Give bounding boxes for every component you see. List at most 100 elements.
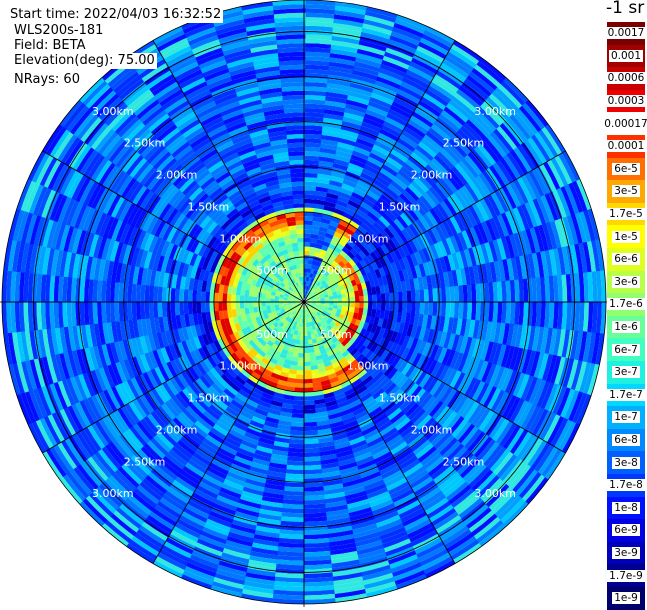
data-cell bbox=[237, 256, 246, 266]
data-cell bbox=[357, 205, 371, 216]
data-cell bbox=[230, 69, 257, 81]
data-cell bbox=[308, 307, 313, 312]
data-cell bbox=[255, 187, 269, 196]
data-cell bbox=[160, 346, 171, 364]
data-cell bbox=[217, 416, 233, 429]
data-cell bbox=[417, 314, 424, 328]
data-cell bbox=[214, 397, 229, 410]
data-cell bbox=[315, 305, 320, 309]
data-cell bbox=[331, 361, 341, 369]
data-cell bbox=[324, 299, 330, 303]
data-cell bbox=[373, 222, 385, 234]
data-cell bbox=[373, 249, 383, 260]
data-cell bbox=[304, 305, 306, 310]
data-cell bbox=[66, 104, 91, 132]
data-cell bbox=[488, 342, 498, 365]
data-cell bbox=[514, 324, 523, 349]
data-cell bbox=[362, 274, 370, 283]
data-cell bbox=[132, 487, 157, 508]
data-cell bbox=[410, 408, 426, 425]
data-cell bbox=[258, 83, 283, 92]
data-cell bbox=[316, 317, 321, 323]
data-cell bbox=[297, 326, 302, 332]
data-cell bbox=[257, 78, 283, 87]
data-cell bbox=[348, 398, 363, 409]
data-cell bbox=[558, 153, 577, 184]
data-cell bbox=[389, 250, 399, 263]
colorbar-cell: 0.00017 bbox=[602, 112, 647, 135]
data-cell bbox=[179, 288, 185, 302]
data-cell bbox=[270, 139, 289, 147]
data-cell bbox=[468, 205, 482, 226]
data-cell bbox=[393, 218, 406, 232]
data-cell bbox=[28, 388, 44, 420]
data-cell bbox=[274, 232, 284, 240]
data-cell bbox=[156, 238, 167, 256]
data-cell bbox=[302, 507, 327, 514]
data-cell bbox=[364, 215, 377, 226]
data-cell bbox=[71, 173, 88, 201]
data-cell bbox=[53, 130, 75, 160]
data-cell bbox=[102, 164, 120, 188]
data-cell bbox=[162, 271, 170, 288]
data-cell bbox=[382, 254, 391, 266]
data-cell bbox=[359, 336, 368, 346]
data-cell bbox=[45, 447, 67, 478]
data-cell bbox=[336, 400, 350, 409]
data-cell bbox=[312, 385, 323, 392]
data-cell bbox=[409, 385, 423, 401]
data-cell bbox=[470, 405, 487, 428]
data-cell bbox=[343, 419, 359, 430]
data-cell bbox=[406, 254, 415, 268]
data-cell bbox=[392, 145, 412, 160]
data-cell bbox=[217, 254, 227, 266]
data-cell bbox=[62, 473, 86, 502]
data-cell bbox=[445, 286, 451, 303]
data-cell bbox=[340, 124, 361, 135]
data-cell bbox=[282, 344, 290, 351]
data-cell bbox=[453, 92, 479, 114]
data-cell bbox=[525, 99, 550, 129]
data-cell bbox=[413, 277, 420, 291]
data-cell bbox=[362, 308, 368, 316]
data-cell bbox=[350, 317, 357, 325]
data-cell bbox=[310, 287, 314, 293]
data-cell bbox=[236, 502, 261, 513]
data-cell bbox=[397, 503, 423, 520]
data-cell bbox=[89, 323, 98, 347]
data-cell bbox=[340, 360, 350, 369]
data-cell bbox=[203, 322, 210, 334]
data-cell bbox=[433, 431, 452, 451]
data-cell bbox=[365, 160, 383, 172]
data-cell bbox=[317, 173, 332, 181]
data-cell bbox=[527, 325, 536, 352]
data-cell bbox=[406, 267, 414, 281]
data-cell bbox=[492, 239, 503, 262]
data-cell bbox=[135, 354, 147, 374]
data-cell bbox=[553, 419, 573, 451]
data-cell bbox=[281, 499, 304, 505]
data-cell bbox=[476, 320, 484, 341]
data-cell bbox=[557, 302, 563, 331]
data-cell bbox=[316, 419, 330, 427]
data-cell bbox=[259, 314, 266, 322]
data-cell bbox=[411, 352, 422, 368]
data-cell bbox=[327, 412, 342, 420]
data-cell bbox=[405, 383, 419, 398]
data-cell bbox=[214, 420, 231, 433]
data-cell bbox=[376, 394, 391, 407]
data-cell bbox=[328, 61, 356, 71]
data-cell bbox=[332, 580, 365, 590]
data-cell bbox=[231, 241, 241, 252]
data-cell bbox=[45, 273, 51, 302]
data-cell bbox=[92, 89, 118, 115]
data-cell bbox=[161, 183, 177, 201]
data-cell bbox=[400, 243, 411, 258]
data-cell bbox=[359, 222, 371, 233]
data-cell bbox=[339, 187, 354, 197]
colorbar-tick-label: 6e-8 bbox=[612, 434, 640, 447]
data-cell bbox=[111, 195, 126, 218]
data-cell bbox=[421, 494, 446, 512]
data-cell bbox=[327, 372, 338, 380]
data-cell bbox=[409, 278, 416, 292]
